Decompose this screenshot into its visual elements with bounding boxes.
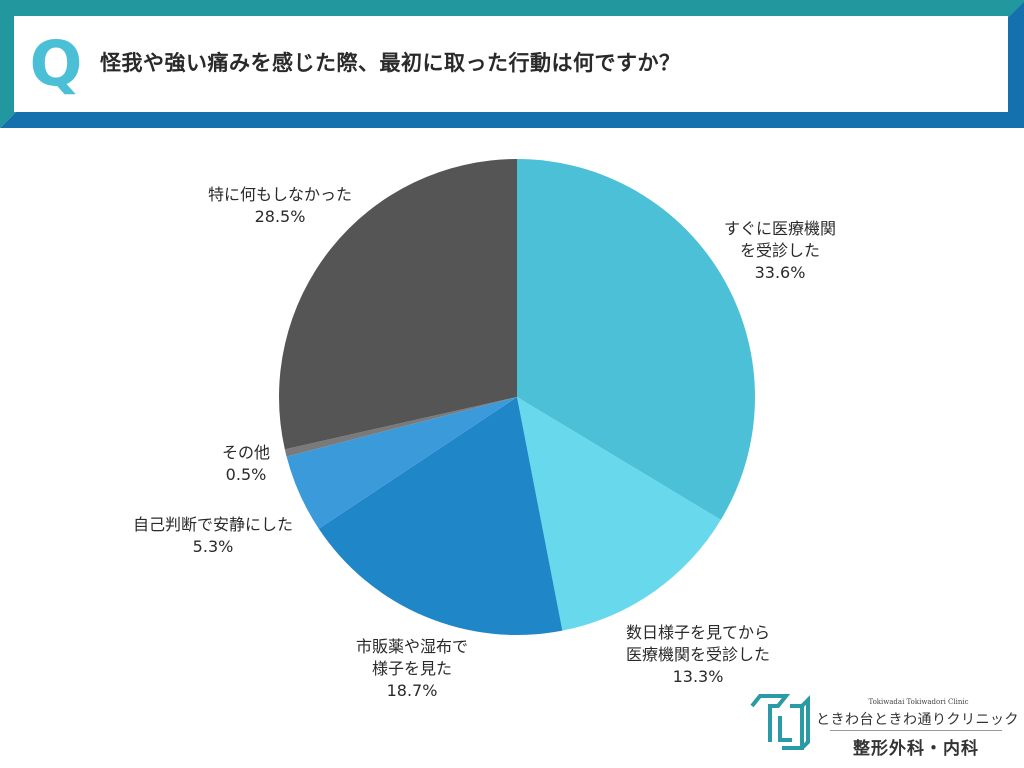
clinic-name-en: Tokiwadai Tokiwadori Clinic xyxy=(868,698,969,706)
pie-slice xyxy=(517,397,721,631)
pie-chart: すぐに医療機関 を受診した 33.6% 数日様子を見てから 医療機関を受診した … xyxy=(0,130,1024,768)
slice-label-nothing: 特に何もしなかった 28.5% xyxy=(207,185,352,226)
clinic-logo-icon xyxy=(750,694,810,750)
slice-label-self-rest: 自己判断で安静にした 5.3% xyxy=(132,515,293,556)
pie-slice xyxy=(286,397,517,529)
slice-label-other: その他 0.5% xyxy=(221,443,270,484)
q-icon: Q xyxy=(29,27,83,100)
logo-divider xyxy=(830,730,1002,731)
slice-label-otc-medicine: 市販薬や湿布で 様子を見た 18.7% xyxy=(355,637,468,700)
slice-label-wait-then-visit: 数日様子を見てから 医療機関を受診した 13.3% xyxy=(625,623,770,686)
pie-slice xyxy=(318,397,563,635)
pie-svg xyxy=(278,159,756,635)
slice-label-immediate: すぐに医療機関 を受診した 33.6% xyxy=(723,219,836,282)
pie-slice xyxy=(517,159,756,520)
question-title: 怪我や強い痛みを感じた際、最初に取った行動は何ですか？ xyxy=(100,51,681,75)
question-header: Q 怪我や強い痛みを感じた際、最初に取った行動は何ですか？ xyxy=(0,0,1024,130)
pie-slice xyxy=(284,397,517,457)
clinic-logo: Tokiwadai Tokiwadori Clinic ときわ台ときわ通りクリニ… xyxy=(746,692,1019,762)
header-frame xyxy=(0,0,1024,128)
clinic-departments: 整形外科・内科 xyxy=(853,739,979,759)
clinic-name-jp: ときわ台ときわ通りクリニック xyxy=(816,712,1019,728)
pie-slice xyxy=(278,159,517,450)
